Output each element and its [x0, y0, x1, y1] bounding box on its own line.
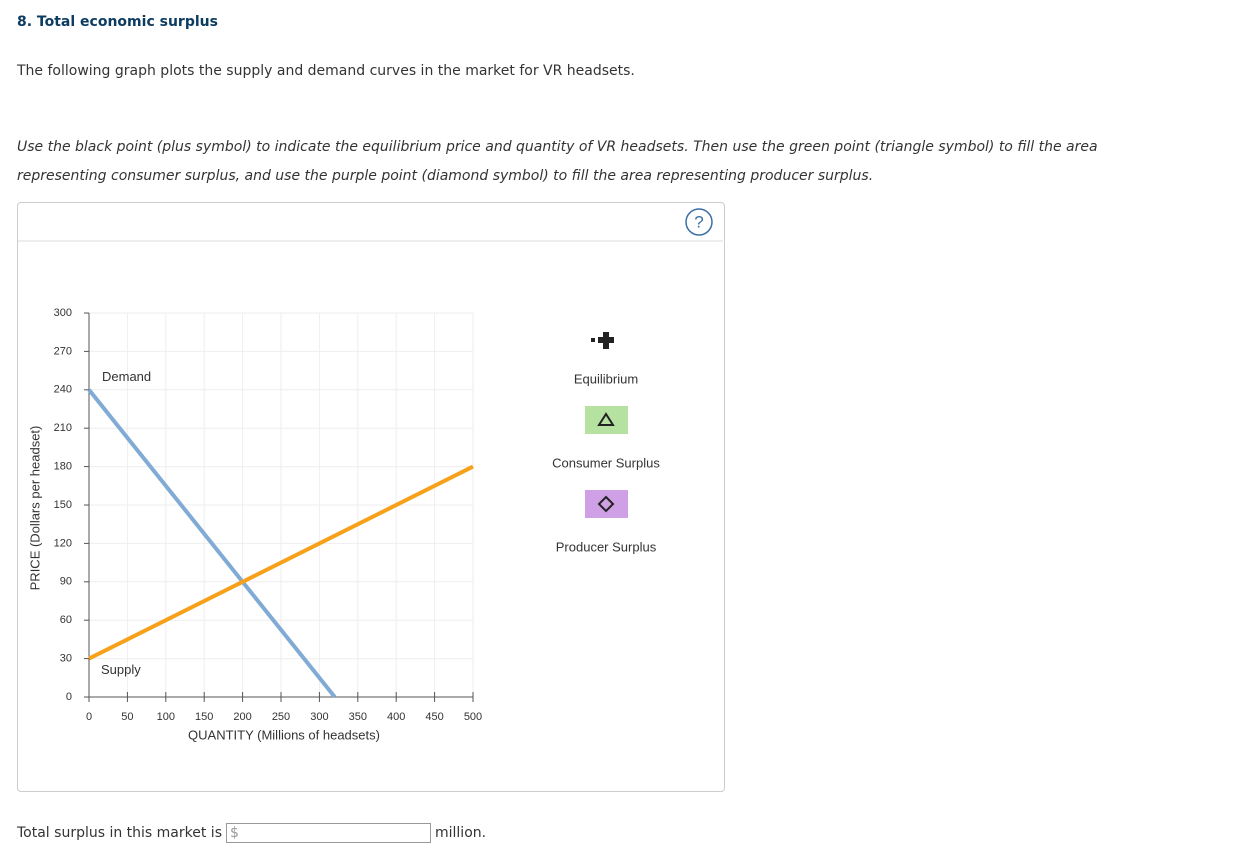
y-tick-label: 30	[60, 653, 72, 665]
tool-label: Consumer Surplus	[552, 455, 660, 470]
y-tick-label: 0	[66, 691, 72, 703]
y-tick-label: 240	[54, 384, 72, 396]
y-tick-label: 180	[54, 461, 72, 473]
x-tick-label: 350	[349, 711, 367, 723]
currency: $	[230, 825, 239, 841]
x-axis-title: QUANTITY (Millions of headsets)	[188, 727, 380, 742]
plus-icon	[591, 338, 595, 342]
x-tick-label: 400	[387, 711, 405, 723]
tool-label: Equilibrium	[574, 371, 638, 386]
x-tick-label: 150	[195, 711, 213, 723]
curve-label: Demand	[102, 369, 151, 384]
x-tick-label: 300	[310, 711, 328, 723]
x-tick-label: 200	[233, 711, 251, 723]
y-tick-label: 210	[54, 422, 72, 434]
curve	[87, 388, 337, 699]
diamond-icon	[597, 495, 615, 513]
graph-panel	[17, 202, 725, 792]
plus-icon	[598, 337, 614, 343]
consumer-surplus-tool[interactable]	[585, 406, 628, 434]
x-tick-label: 0	[86, 711, 92, 723]
tool-label: Producer Surplus	[556, 539, 657, 554]
x-tick-label: 500	[464, 711, 482, 723]
y-tick-label: 60	[60, 614, 72, 626]
producer-surplus-tool[interactable]	[585, 490, 628, 518]
x-tick-label: 50	[121, 711, 133, 723]
help-button[interactable]	[685, 208, 713, 236]
curve	[88, 464, 474, 661]
chart: ? Equilibrium Consumer Surplus Producer …	[18, 208, 723, 742]
title: 8. Total economic surplus	[17, 14, 218, 30]
answer-row: Total surplus in this market is $ millio…	[17, 823, 486, 843]
x-tick-label: 100	[157, 711, 175, 723]
y-tick-label: 150	[54, 499, 72, 511]
x-tick-label: 250	[272, 711, 290, 723]
y-tick-label: 120	[54, 537, 72, 549]
y-tick-label: 270	[54, 345, 72, 357]
help-icon: ?	[694, 212, 703, 231]
answer-input[interactable]: $	[226, 823, 431, 843]
instructions: Use the black point (plus symbol) to ind…	[17, 139, 1098, 184]
equilibrium-tool[interactable]	[591, 332, 614, 349]
y-tick-label: 300	[54, 307, 72, 319]
intro: The following graph plots the supply and…	[17, 63, 635, 79]
y-tick-label: 90	[60, 576, 72, 588]
answer-suffix: million.	[435, 825, 487, 841]
answer-prefix: Total surplus in this market is	[17, 825, 222, 841]
curve-label: Supply	[101, 662, 141, 677]
triangle-icon	[597, 412, 615, 426]
y-axis-title: PRICE (Dollars per headset)	[27, 426, 42, 591]
x-tick-label: 450	[425, 711, 443, 723]
